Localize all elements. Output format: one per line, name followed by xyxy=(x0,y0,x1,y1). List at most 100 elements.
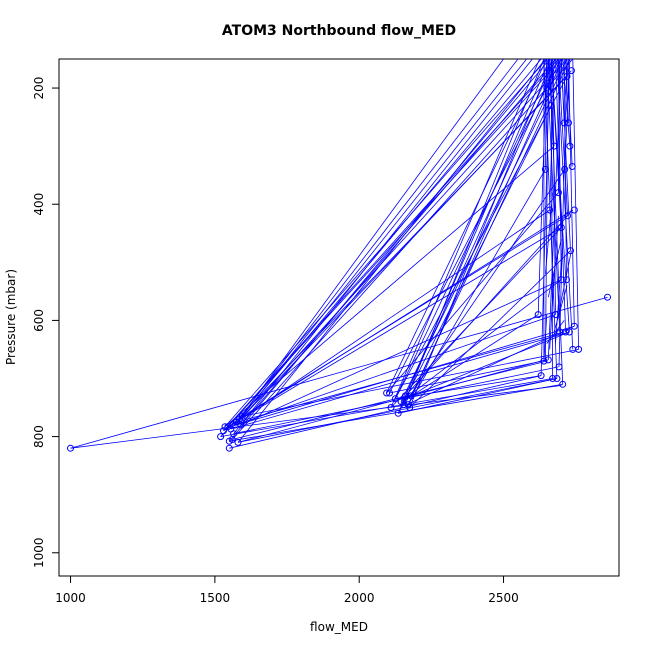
data-point xyxy=(387,404,395,411)
data-point xyxy=(534,311,542,319)
series-line-segment xyxy=(390,59,540,408)
series-line-segment xyxy=(230,331,570,430)
data-point xyxy=(557,224,565,231)
series-line-segment xyxy=(572,59,579,350)
data-point xyxy=(557,276,565,284)
series-line-segment xyxy=(563,59,567,280)
series-line-segment xyxy=(227,227,562,428)
series-line-segment xyxy=(234,314,556,426)
data-point xyxy=(562,328,570,336)
series-line-segment xyxy=(230,59,542,430)
data-point xyxy=(217,433,225,441)
series-line-segment xyxy=(540,59,551,376)
data-point xyxy=(383,389,391,397)
series-line-segment xyxy=(543,314,548,362)
series-line-segment xyxy=(549,59,555,211)
data-point xyxy=(559,380,567,388)
data-point xyxy=(238,412,246,420)
data-point xyxy=(567,67,575,75)
data-point xyxy=(234,438,242,446)
y-axis: 200 400 600 800 1000 xyxy=(32,77,60,568)
data-point xyxy=(565,119,572,127)
series-line-segment xyxy=(389,59,562,394)
data-point xyxy=(537,372,545,380)
series-line-segment xyxy=(546,320,565,344)
data-point xyxy=(554,189,562,197)
series-line-segment xyxy=(405,209,574,397)
data-point xyxy=(540,357,548,365)
series-points xyxy=(67,67,611,452)
x-axis-label: flow_MED xyxy=(310,620,368,634)
series-line-segment xyxy=(546,59,561,333)
data-point xyxy=(544,356,552,364)
series-line-segment xyxy=(223,209,550,432)
series-line-segment xyxy=(239,209,574,420)
data-point xyxy=(604,293,611,301)
series-lines xyxy=(70,59,608,449)
data-point xyxy=(225,444,233,452)
data-point xyxy=(552,311,559,319)
series-line-segment xyxy=(545,192,553,274)
data-point xyxy=(546,206,554,214)
data-point xyxy=(391,395,399,403)
series-line-segment xyxy=(395,375,542,400)
data-point xyxy=(564,212,572,220)
series-line-segment xyxy=(394,76,568,399)
data-point xyxy=(547,102,555,109)
chart-title: ATOM3 Northbound flow_MED xyxy=(222,23,456,39)
series-line-segment xyxy=(229,375,542,449)
data-point xyxy=(400,401,408,409)
series-line-segment xyxy=(545,59,548,170)
data-point xyxy=(550,142,558,150)
series-line-segment xyxy=(411,331,570,397)
series-line-segment xyxy=(405,59,559,397)
series-line-segment xyxy=(240,279,562,426)
data-point xyxy=(563,276,570,284)
series-line-segment xyxy=(386,59,548,394)
series-line-segment xyxy=(236,59,519,423)
data-point xyxy=(563,72,571,80)
x-tick-label: 2500 xyxy=(488,591,519,605)
series-line-segment xyxy=(553,285,568,333)
series-line-segment xyxy=(562,59,571,147)
series-line-segment xyxy=(220,378,553,437)
data-point xyxy=(221,423,229,431)
data-point xyxy=(553,375,561,382)
data-point xyxy=(386,389,393,397)
data-point xyxy=(67,444,74,452)
y-tick-label: 1000 xyxy=(32,537,46,568)
data-point xyxy=(567,247,574,255)
series-line-segment xyxy=(223,59,559,432)
data-point xyxy=(575,345,583,353)
series-line-segment xyxy=(229,383,563,442)
series-line-segment xyxy=(224,145,555,428)
series-line-segment xyxy=(558,59,568,216)
data-point xyxy=(561,165,569,173)
series-line-segment xyxy=(234,59,568,426)
data-point xyxy=(570,206,578,214)
data-point xyxy=(220,427,227,435)
series-line-segment xyxy=(560,59,565,123)
y-tick-label: 800 xyxy=(32,425,46,448)
series-line-segment xyxy=(232,360,547,440)
x-tick-label: 1500 xyxy=(200,591,231,605)
data-point xyxy=(230,430,238,438)
x-tick-label: 2000 xyxy=(344,591,375,605)
data-point xyxy=(565,328,573,336)
series-line-segment xyxy=(237,59,546,443)
data-point xyxy=(541,165,549,173)
series-line-segment xyxy=(241,59,527,417)
series-line-segment xyxy=(227,59,562,427)
series-line-segment xyxy=(233,366,559,435)
series-line-segment xyxy=(389,359,549,394)
series-line-segment xyxy=(386,192,559,394)
series-line-segment xyxy=(402,314,539,403)
y-tick-label: 600 xyxy=(32,309,46,332)
data-point xyxy=(543,84,551,92)
series-line-segment xyxy=(400,279,562,403)
series-line-segment xyxy=(231,59,574,440)
data-point xyxy=(394,409,402,417)
series-line-segment xyxy=(70,296,608,449)
x-tick-label: 1000 xyxy=(55,591,86,605)
